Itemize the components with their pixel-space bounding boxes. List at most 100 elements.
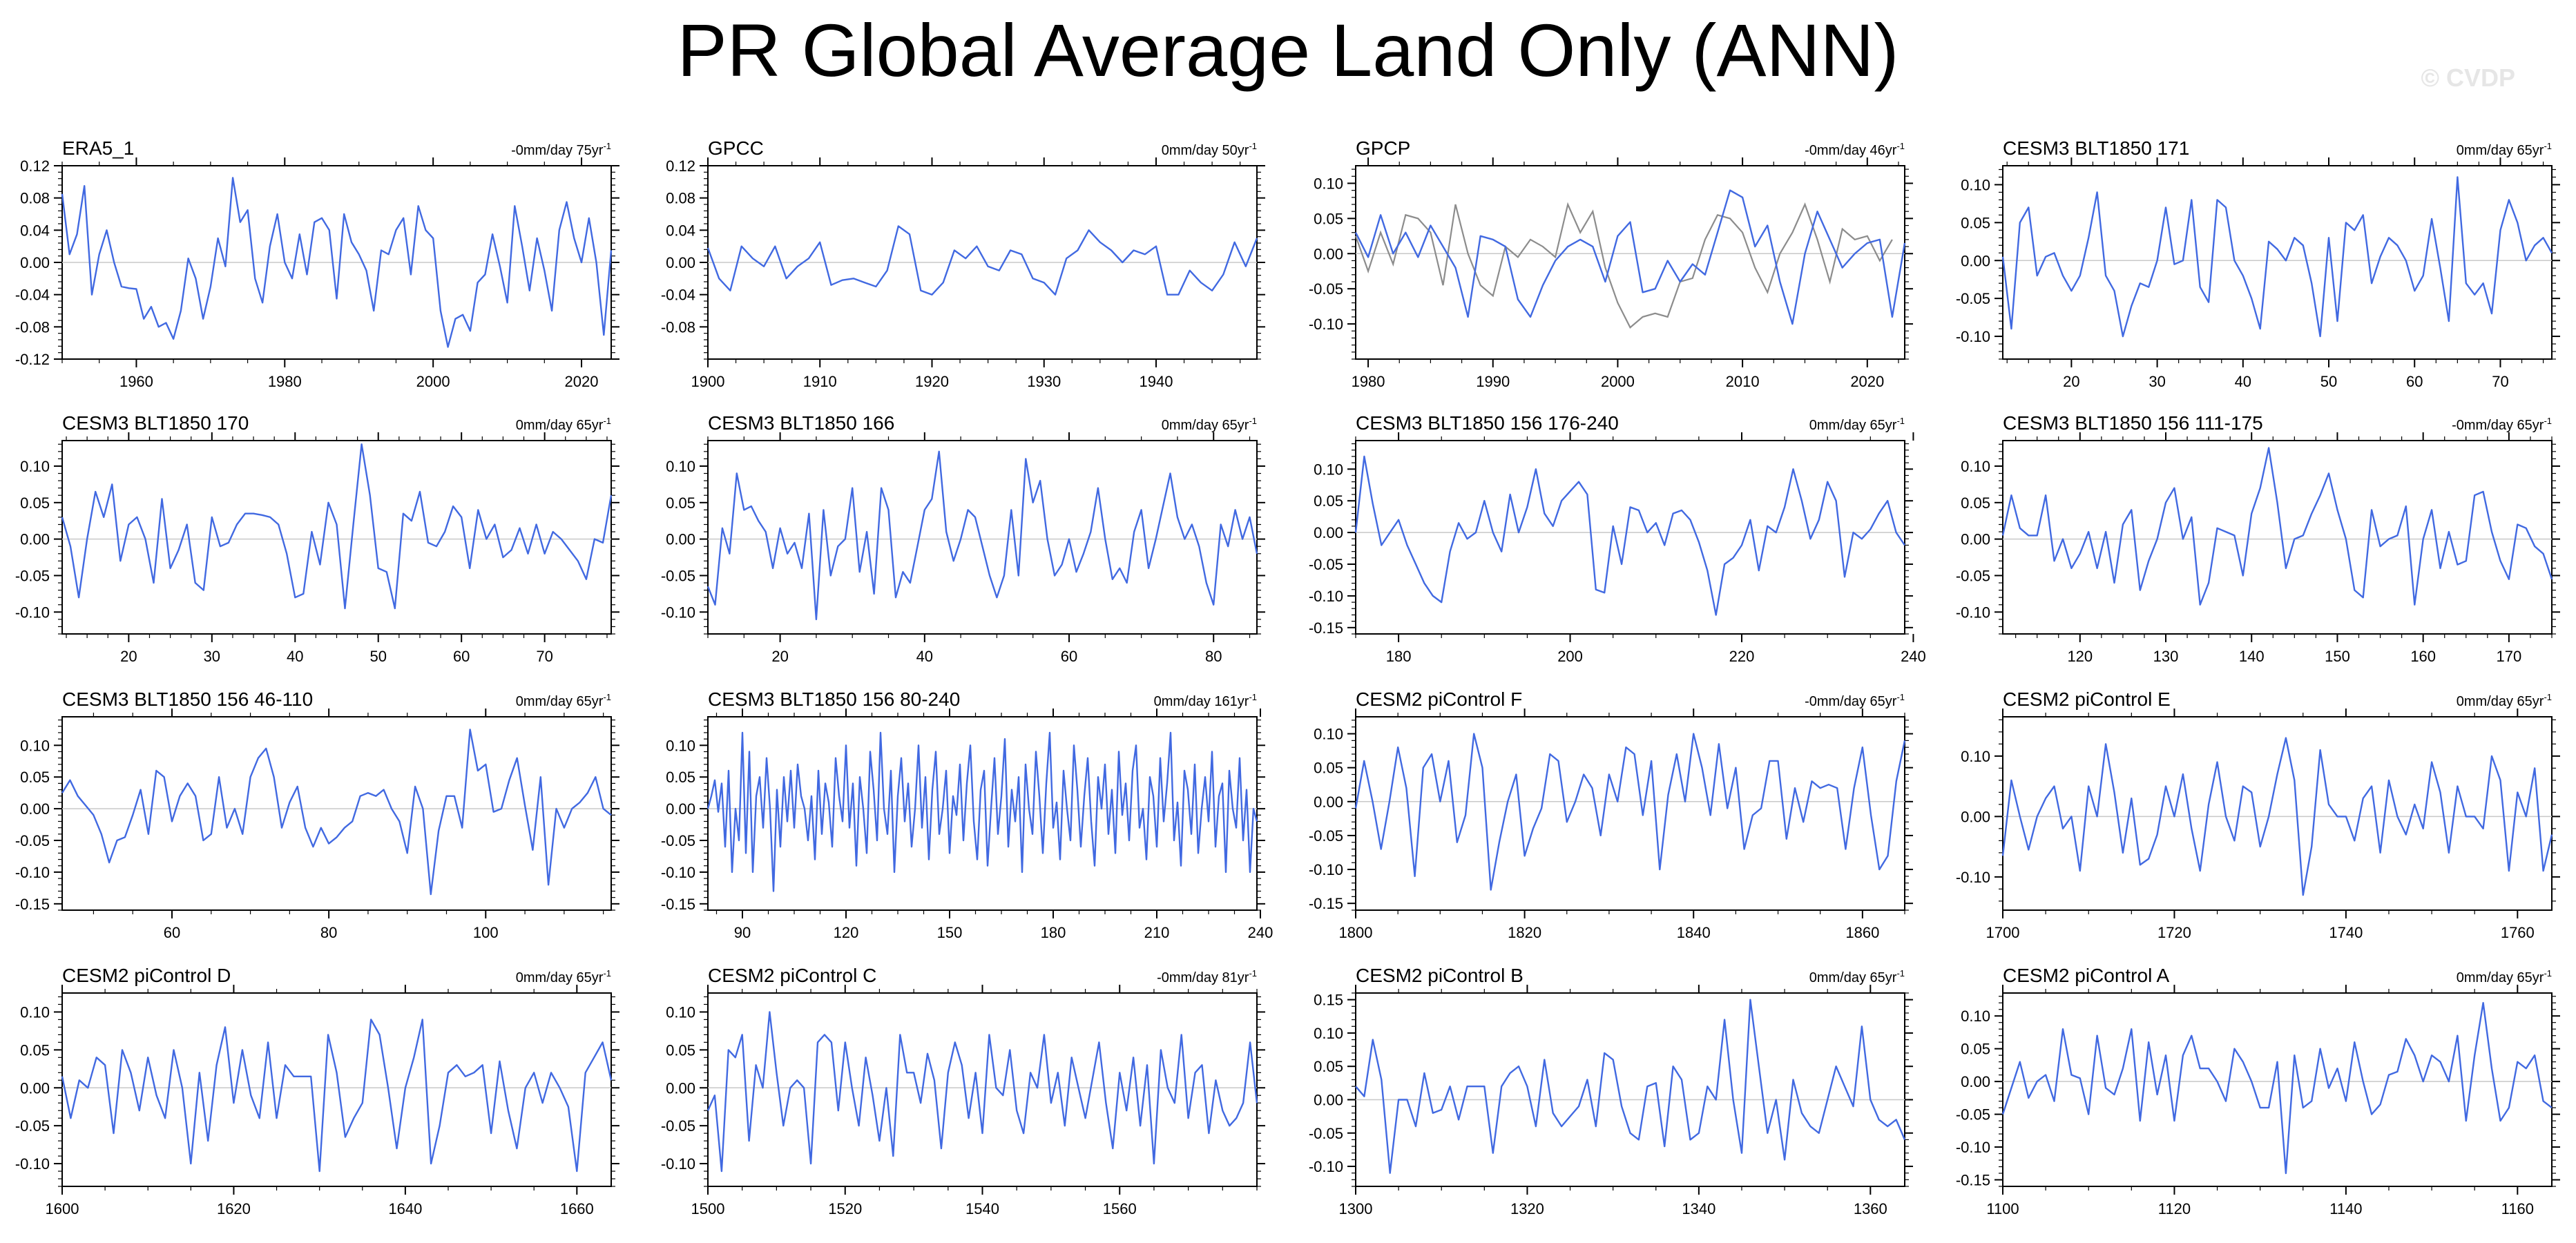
trend-superscript: -1 — [2544, 416, 2552, 426]
x-tick-label: 1340 — [1682, 1200, 1715, 1217]
x-tick-label: 1900 — [691, 373, 725, 390]
panel-title: CESM3 BLT1850 170 — [62, 412, 249, 434]
x-tick-label: 40 — [2235, 373, 2251, 390]
y-tick-label: 0.10 — [20, 458, 50, 475]
panel-title: CESM2 piControl B — [1356, 965, 1524, 986]
y-tick-label: 0.05 — [666, 494, 695, 512]
y-tick-label: 0.00 — [1314, 1091, 1343, 1108]
x-tick-label: 2000 — [416, 373, 450, 390]
series-line — [1355, 999, 1906, 1174]
y-tick-label: 0.10 — [666, 1003, 695, 1021]
series-line — [2001, 737, 2553, 896]
y-tick-label: 0.00 — [1314, 793, 1343, 811]
chart-panel-3: CESM3 BLT1850 171 0mm/day 65yr-1 -0.10 -0.0… — [1956, 137, 2560, 390]
x-tick-label: 2020 — [1850, 373, 1884, 390]
x-tick-label: 1500 — [691, 1200, 725, 1217]
y-tick-label: -0.05 — [1956, 567, 1990, 584]
y-tick-label: 0.00 — [666, 254, 695, 271]
x-tick-label: 120 — [834, 924, 859, 941]
y-tick-label: 0.00 — [1961, 808, 1990, 825]
x-tick-label: 60 — [164, 924, 180, 941]
x-tick-label: 1100 — [1986, 1200, 2019, 1217]
series-line — [707, 225, 1258, 296]
panel-frame — [1355, 992, 1905, 1187]
y-tick-label: 0.00 — [1961, 531, 1990, 548]
series-line — [1354, 455, 1905, 616]
y-tick-label: -0.10 — [661, 1155, 695, 1173]
x-tick-label: 1700 — [1986, 924, 2020, 941]
x-tick-label: 1820 — [1508, 924, 1541, 941]
panel-title: CESM3 BLT1850 171 — [2003, 137, 2189, 159]
y-tick-label: 0.08 — [666, 190, 695, 207]
y-tick-label: 0.10 — [20, 737, 50, 754]
x-tick-label: 200 — [1557, 648, 1583, 665]
y-tick-label: 0.05 — [20, 1041, 50, 1059]
y-tick-label: 0.00 — [20, 531, 50, 548]
y-tick-label: 0.04 — [666, 222, 695, 239]
x-tick-label: 30 — [204, 648, 220, 665]
y-tick-label: -0.15 — [15, 896, 50, 913]
panel-trend-label: 0mm/day 50yr-1 — [1162, 141, 1257, 158]
y-tick-label: 0.00 — [666, 531, 695, 548]
trend-superscript: -1 — [1249, 968, 1257, 979]
x-tick-label: 1920 — [915, 373, 949, 390]
series-line — [707, 1011, 1258, 1173]
panel-title: CESM2 piControl E — [2003, 688, 2171, 710]
x-tick-label: 80 — [320, 924, 337, 941]
chart-panel-0: ERA5_1 -0mm/day 75yr-1 -0.12 -0.08 -0.04 0.00… — [15, 137, 619, 390]
y-tick-label: -0.10 — [15, 1155, 50, 1173]
chart-panel-13: CESM2 piControl C -0mm/day 81yr-1 -0.10 -0.… — [661, 965, 1265, 1217]
panel-trend-label: 0mm/day 65yr-1 — [516, 416, 611, 433]
y-tick-label: -0.10 — [661, 864, 695, 881]
panel-trend-label: 0mm/day 65yr-1 — [2457, 968, 2552, 985]
panel-trend-label: -0mm/day 81yr-1 — [1157, 968, 1257, 985]
x-tick-label: 1600 — [46, 1200, 79, 1217]
chart-panel-1: GPCC 0mm/day 50yr-1 -0.08 -0.04 0.00 0.04 0.08… — [661, 137, 1265, 390]
x-tick-label: 80 — [1205, 648, 1222, 665]
y-tick-label: -0.10 — [15, 864, 50, 881]
trend-superscript: -1 — [1896, 968, 1905, 979]
y-tick-label: 0.12 — [666, 157, 695, 175]
y-tick-label: 0.00 — [666, 1079, 695, 1097]
x-tick-label: 2020 — [565, 373, 599, 390]
x-tick-label: 1520 — [828, 1200, 862, 1217]
x-tick-label: 1860 — [1845, 924, 1879, 941]
y-tick-label: 0.00 — [20, 1079, 50, 1097]
x-tick-label: 60 — [2406, 373, 2423, 390]
y-tick-label: 0.10 — [1314, 461, 1343, 478]
series-line — [707, 731, 1258, 892]
x-tick-label: 2010 — [1726, 373, 1760, 390]
y-tick-label: 0.08 — [20, 190, 50, 207]
panel-title: CESM2 piControl C — [708, 965, 876, 986]
y-tick-label: 0.10 — [1961, 748, 1990, 765]
x-tick-label: 40 — [916, 648, 933, 665]
y-tick-label: 0.15 — [1314, 992, 1343, 1009]
y-tick-label: -0.05 — [661, 1117, 695, 1135]
x-tick-label: 50 — [369, 648, 386, 665]
x-tick-label: 20 — [120, 648, 137, 665]
panel-trend-label: 0mm/day 65yr-1 — [2457, 692, 2552, 709]
y-tick-label: -0.05 — [1309, 280, 1343, 298]
x-tick-label: 1300 — [1339, 1200, 1373, 1217]
panel-trend-label: -0mm/day 75yr-1 — [511, 141, 611, 158]
y-tick-label: 0.10 — [1314, 726, 1343, 743]
y-tick-label: -0.10 — [1309, 1158, 1343, 1175]
x-tick-label: 50 — [2320, 373, 2337, 390]
panel-frame — [1355, 440, 1905, 635]
y-tick-label: -0.15 — [1956, 1172, 1990, 1189]
x-tick-label: 1930 — [1027, 373, 1061, 390]
x-tick-label: 1760 — [2501, 924, 2535, 941]
y-tick-label: 0.00 — [20, 800, 50, 818]
panel-title: CESM3 BLT1850 166 — [708, 412, 894, 434]
y-tick-label: 0.10 — [1961, 458, 1990, 475]
x-tick-label: 1990 — [1476, 373, 1510, 390]
y-tick-label: 0.05 — [1961, 1041, 1990, 1058]
y-tick-label: -0.15 — [1309, 619, 1343, 637]
panel-frame — [707, 440, 1258, 635]
series-line — [707, 450, 1258, 621]
panel-trend-label: -0mm/day 46yr-1 — [1805, 141, 1905, 158]
chart-panel-11: CESM2 piControl E 0mm/day 65yr-1 -0.10 0.00… — [1956, 688, 2560, 941]
y-tick-label: 0.00 — [1314, 524, 1343, 541]
panel-frame — [61, 992, 612, 1187]
x-tick-label: 1160 — [2501, 1200, 2534, 1217]
